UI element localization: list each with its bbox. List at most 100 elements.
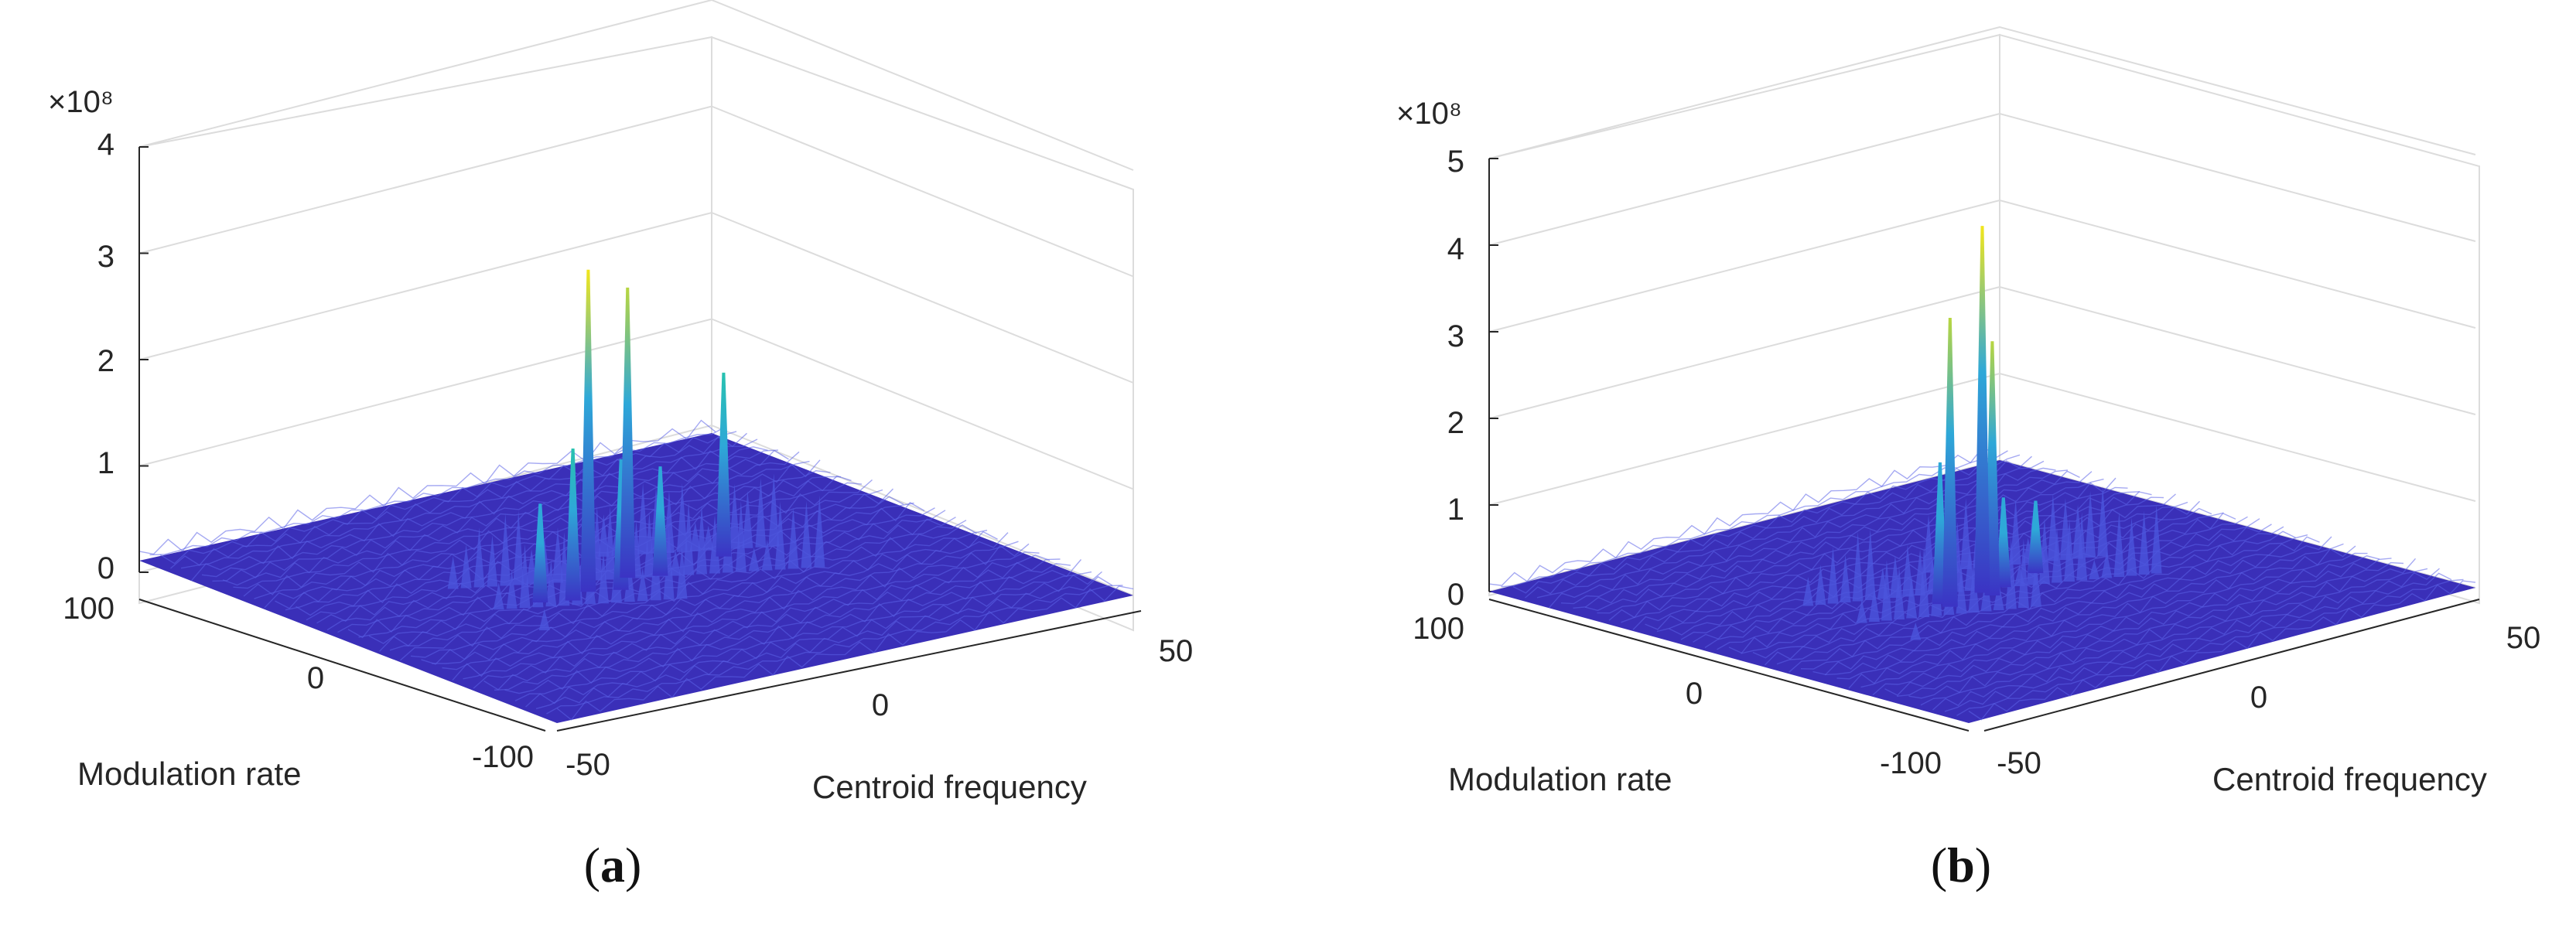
surface-ripple	[2113, 512, 2125, 577]
surface-mesh-line	[1752, 518, 2260, 659]
surface-ripple	[552, 527, 563, 583]
panel-a-caption: (a)	[584, 838, 642, 892]
surface-peak	[1995, 497, 2011, 588]
panel-b-x-tick: 0	[2250, 681, 2267, 715]
surface-mesh-line	[1621, 486, 2128, 623]
surface-ripple	[460, 544, 472, 589]
panel-b-caption: (b)	[1931, 838, 1991, 892]
panel-b-y-tick: -100	[1880, 746, 1942, 780]
surface-mesh-line	[1920, 568, 2428, 706]
panel-b-modulation-axis	[1488, 599, 1970, 732]
panel-b-x-tick: -50	[1997, 746, 2041, 780]
surface-mesh-line	[316, 488, 894, 624]
surface-ripple	[2126, 517, 2137, 576]
panel-a-z-tick: 0	[97, 551, 114, 585]
surface-ripple	[2010, 499, 2021, 565]
surface-ripple	[801, 500, 812, 568]
surface-ripple	[663, 490, 675, 553]
surface-mesh-line	[1501, 450, 2008, 588]
panel-a-chart: 0 1 2 3 4 ×10⁸ 100 0 -100 -50 0 50 Modul…	[48, 0, 1193, 892]
z-gridline	[138, 318, 1134, 490]
surface-peak	[2028, 500, 2044, 574]
surface-ripple	[709, 514, 720, 574]
surface-ripple	[624, 557, 635, 602]
surface-mesh-line	[1908, 558, 2417, 699]
z-gridline	[138, 211, 1134, 384]
surface-ripple	[545, 560, 557, 607]
panel-a-xlabel: Centroid frequency	[812, 769, 1087, 805]
surface-ripple	[2017, 538, 2029, 608]
surface-mesh-line	[1860, 552, 2368, 688]
z-gridline	[138, 105, 1134, 278]
surface-mesh-line	[483, 558, 1061, 691]
surface-mesh-line	[1968, 580, 2476, 721]
surface-mesh-line	[1824, 536, 2332, 676]
panel-b-z-tick: 0	[1447, 578, 1464, 612]
surface-mesh-line	[1884, 558, 2392, 696]
surface-mesh-line	[400, 524, 977, 661]
z-gridline	[138, 0, 1134, 171]
surface-mesh-line	[1536, 460, 2045, 599]
panel-b-xlabel: Centroid frequency	[2212, 761, 2487, 797]
panel-b-z-tick: 4	[1447, 232, 1464, 266]
surface-ripple	[2076, 512, 2088, 581]
surface-peak	[716, 372, 732, 557]
surface-ripple	[513, 510, 524, 585]
surface-mesh-line	[1872, 555, 2380, 696]
surface-ripple	[637, 483, 649, 554]
surface-ripple	[676, 546, 688, 599]
surface-ripple	[1910, 623, 1922, 640]
surface-mesh-line	[1812, 536, 2320, 675]
z-gridline	[1488, 26, 2476, 159]
surface-ripple	[761, 539, 773, 571]
surface-mesh-line	[1548, 467, 2056, 609]
surface-ripple	[1827, 547, 1839, 604]
surface-ripple	[1918, 546, 1930, 617]
z-gridline	[1488, 372, 2476, 506]
surface-mesh-line	[1836, 543, 2344, 680]
surface-mesh-line	[1776, 526, 2284, 665]
surface-ripple	[2138, 510, 2150, 575]
panel-a-centroid-axis	[556, 610, 1142, 732]
panel-b-z-tick: 1	[1447, 493, 1464, 527]
surface-ripple	[644, 512, 655, 578]
surface-ripple	[2030, 558, 2041, 607]
surface-ripple	[1815, 565, 1826, 605]
surface-ripple	[1881, 560, 1892, 621]
surface-ripple	[538, 609, 550, 630]
surface-ripple	[1802, 576, 1814, 606]
surface-ripple	[1923, 514, 1935, 573]
surface-ripple	[1894, 567, 1905, 619]
surface-peak	[652, 466, 668, 576]
z-gridline	[1488, 285, 2476, 419]
panel-a-z-exponent: ×10⁸	[48, 85, 114, 119]
surface-ripple	[1956, 566, 1967, 614]
surface-ripple	[506, 570, 518, 609]
panel-b-z-tick: 3	[1447, 319, 1464, 353]
surface-ripple	[676, 483, 688, 552]
surface-ripple	[637, 568, 648, 602]
surface-mesh-line	[212, 449, 789, 582]
surface-ripple	[689, 522, 701, 551]
surface-mesh-line	[463, 551, 1040, 680]
surface-ripple	[1868, 587, 1880, 622]
surface-ripple	[2089, 559, 2100, 579]
panel-a-z-tick: 2	[97, 344, 114, 378]
surface-peak	[1974, 226, 1990, 593]
panel-a-z-tick: 4	[97, 128, 114, 162]
surface-ripple	[2085, 490, 2096, 558]
surface-peak	[580, 269, 596, 592]
surface-ripple	[1906, 575, 1918, 619]
surface-mesh-line	[1956, 578, 2464, 716]
surface-ripple	[748, 548, 760, 571]
surface-mesh-line	[190, 446, 768, 582]
surface-ripple	[1960, 498, 1972, 569]
surface-ripple	[2101, 551, 2113, 578]
surface-ripple	[1864, 528, 1876, 600]
surface-ripple	[814, 495, 825, 568]
panel-b-centroid-axis	[1983, 599, 2480, 732]
surface-mesh-line	[1584, 471, 2093, 612]
z-gridline	[1488, 199, 2476, 333]
surface-mesh-line	[222, 451, 800, 586]
